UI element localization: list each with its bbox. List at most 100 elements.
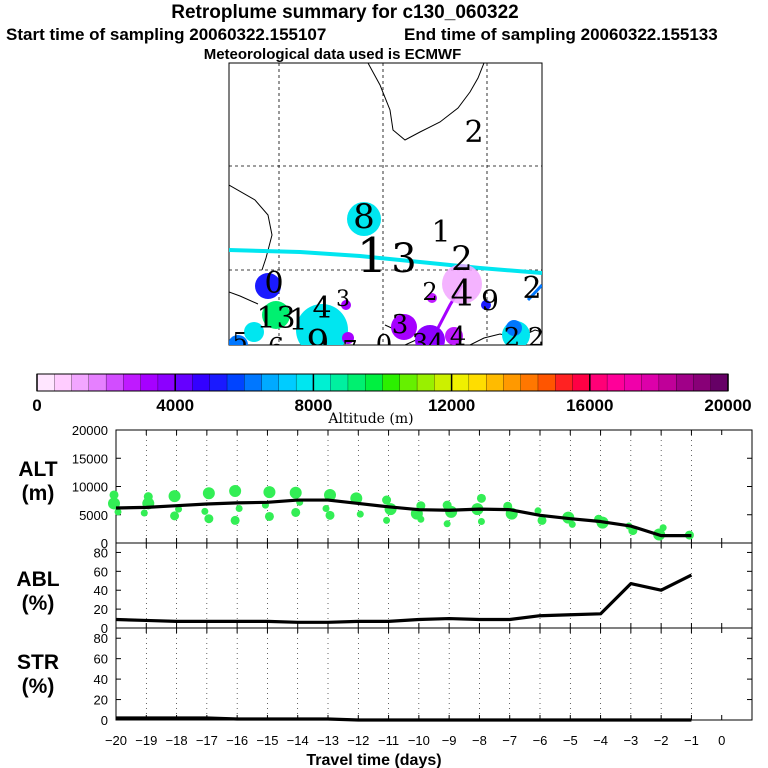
alt-scatter-point <box>291 507 301 517</box>
map-label: 5 <box>232 328 247 356</box>
colorbar-cell <box>347 373 366 392</box>
colorbar-label: Altitude (m) <box>327 411 413 427</box>
y-tick-label: 20 <box>94 602 108 617</box>
y-tick-label: 15000 <box>72 451 108 466</box>
colorbar-cell <box>710 373 729 392</box>
alt-scatter-point <box>534 507 542 515</box>
alt-scatter-point <box>289 486 302 499</box>
x-axis-label: Travel time (days) <box>306 752 441 768</box>
x-tick-label: −2 <box>654 733 669 748</box>
map-label: 4 <box>450 322 467 352</box>
x-tick-label: −18 <box>166 733 188 748</box>
map-label: 1 <box>431 215 450 250</box>
y-tick-label: 60 <box>94 652 108 667</box>
map-label: 2 <box>528 323 545 353</box>
colorbar-cell <box>330 373 349 392</box>
map-label: 3 <box>412 329 429 359</box>
x-tick-label: −8 <box>472 733 487 748</box>
colorbar-cell <box>624 373 643 392</box>
str-unit: (%) <box>22 675 55 698</box>
alt-scatter-point <box>537 515 547 525</box>
x-tick-label: −11 <box>378 733 399 748</box>
alt-scatter-point <box>445 505 458 518</box>
alt-scatter-point <box>114 508 122 516</box>
abl-unit: (%) <box>22 592 55 615</box>
alt-scatter-point <box>204 514 214 524</box>
alt-scatter-point <box>235 505 243 513</box>
altitude-colorbar: 0 4000 8000 12000 16000 20000 Altitude (m) <box>32 373 752 427</box>
colorbar-cell <box>589 373 608 392</box>
alt-scatter-point <box>384 503 397 516</box>
y-tick-label: 40 <box>94 672 108 687</box>
colorbar-cell <box>434 373 453 392</box>
colorbar-cell <box>157 373 176 392</box>
alt-scatter-point <box>324 488 336 501</box>
alt-scatter-point <box>201 507 209 515</box>
x-tick-label: −5 <box>563 733 578 748</box>
x-tick-label: −3 <box>623 733 638 748</box>
x-tick-label: −12 <box>347 733 369 748</box>
colorbar-cell <box>555 373 574 392</box>
colorbar-tick: 4000 <box>156 396 194 415</box>
alt-scatter-point <box>659 524 667 532</box>
colorbar-tick: 0 <box>32 396 41 415</box>
y-tick-label: 0 <box>101 536 108 551</box>
start-time: Start time of sampling 20060322.155107 <box>6 25 327 44</box>
alt-panel: 0 5000 10000 15000 20000 <box>72 423 753 551</box>
map-label: 3 <box>391 236 416 282</box>
colorbar-cell <box>244 373 263 392</box>
map-label: 2 <box>504 323 521 353</box>
colorbar-tick: 16000 <box>566 396 613 415</box>
map-label: 4 <box>428 329 445 359</box>
map-label: 1 <box>288 303 307 338</box>
alt-scatter-point <box>143 492 153 502</box>
colorbar-cell <box>88 373 107 392</box>
map-label: 3 <box>392 310 409 340</box>
x-tick-label: −9 <box>442 733 457 748</box>
x-tick-label: −16 <box>226 733 248 748</box>
alt-scatter-point <box>229 485 242 498</box>
abl-panel: 0 20 40 60 80 <box>94 542 753 636</box>
str-line <box>116 716 692 722</box>
alt-scatter-point <box>263 486 276 499</box>
alt-scatter-point <box>476 493 486 503</box>
colorbar-cell <box>658 373 677 392</box>
alt-scatter-point <box>568 520 576 528</box>
map-label: 2 <box>522 271 541 306</box>
alt-scatter-point <box>140 509 148 517</box>
x-tick-label: −17 <box>196 733 218 748</box>
colorbar-cell <box>416 373 435 392</box>
x-tick-label: −1 <box>684 733 699 748</box>
colorbar-cell <box>537 373 556 392</box>
colorbar-cell <box>209 373 228 392</box>
colorbar-cell <box>451 373 470 392</box>
map-label: 8 <box>353 197 375 237</box>
alt-scatter-point <box>443 520 451 528</box>
x-tick-label: −20 <box>105 733 127 748</box>
alt-scatter-point <box>325 510 335 520</box>
map-label: 1 <box>256 301 275 336</box>
map-label: 1 <box>357 228 388 284</box>
colorbar-tick: 8000 <box>294 396 332 415</box>
abl-line <box>115 573 693 624</box>
x-tick-label: −6 <box>533 733 548 748</box>
colorbar-tick: 12000 <box>428 396 475 415</box>
y-tick-label: 40 <box>94 583 108 598</box>
panel-frame <box>115 627 753 721</box>
map-label: 3 <box>276 301 295 336</box>
alt-scatter-point <box>417 515 425 523</box>
map-label: 4 <box>312 291 331 326</box>
colorbar-cell <box>192 373 211 392</box>
colorbar-cell <box>572 373 591 392</box>
map-label: 9 <box>481 284 499 317</box>
alt-scatter-point <box>383 516 391 524</box>
alt-unit: (m) <box>22 482 55 505</box>
colorbar-cell <box>36 373 55 392</box>
colorbar-cell <box>313 373 332 392</box>
colorbar-cell <box>71 373 90 392</box>
y-tick-label: 0 <box>101 621 108 636</box>
colorbar-cell <box>365 373 384 392</box>
colorbar-cell <box>399 373 418 392</box>
